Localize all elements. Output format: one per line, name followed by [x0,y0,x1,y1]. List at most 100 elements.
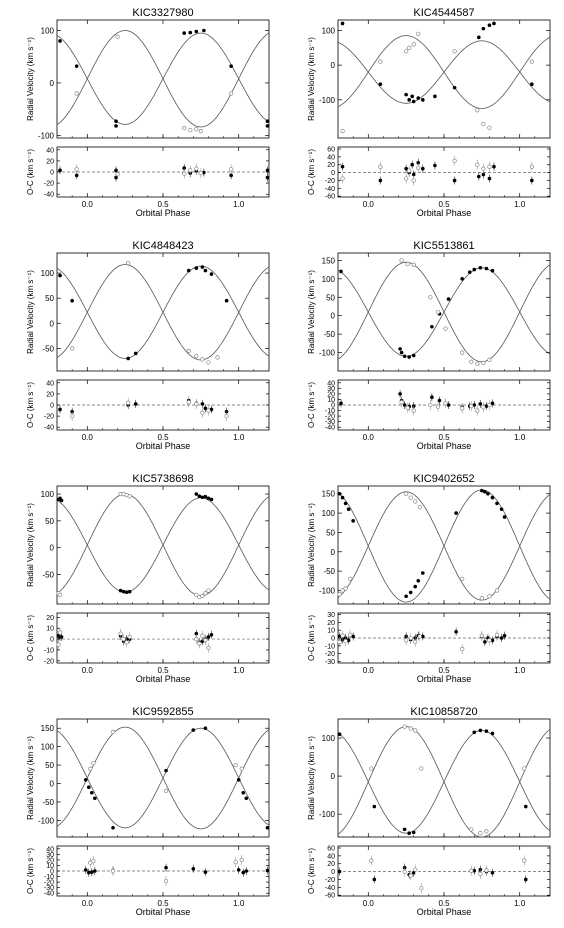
primary-rv-point [346,507,351,512]
primary-oc-point [372,877,377,882]
x-tick-label: 0.0 [363,433,375,442]
primary-rv-point [378,82,383,87]
secondary-rv-point [408,726,413,731]
chart-title: KIC3327980 [132,7,193,19]
secondary-oc-point [408,635,413,641]
secondary-rv-point [419,766,424,771]
chart-title: KIC9592855 [132,706,193,718]
oc-y-tick-label: -20 [325,877,335,884]
secondary-oc-point [198,170,204,176]
x-tick-label: 0.0 [82,433,94,442]
primary-rv-point [446,297,451,301]
oc-y-tick-label: 10 [46,863,54,870]
oc-y-tick-label: -60 [325,194,335,201]
primary-rv-point [480,488,484,493]
secondary-rv-point [469,827,474,832]
primary-oc-point [114,175,118,180]
oc-y-tick-label: 40 [46,846,54,853]
rv-y-tick-label: 50 [45,761,54,770]
primary-oc-point [194,631,199,636]
primary-rv-point [416,96,421,100]
primary-rv-point [484,266,489,271]
secondary-oc-point [163,878,169,884]
oc-y-tick-label: 0 [50,170,54,177]
secondary-rv-point [69,346,75,351]
secondary-model-curve [337,491,551,601]
rv-y-tick-label: 100 [322,26,336,35]
primary-rv-point [236,778,241,782]
secondary-oc-point [399,400,404,405]
primary-rv-point [197,494,202,498]
primary-rv-point [402,354,407,359]
oc-y-tick-label: 0 [331,170,335,177]
secondary-rv-point [206,360,211,365]
secondary-oc-point [413,639,418,645]
x-tick-label: 0.0 [363,899,375,908]
x-tick-label: 0.5 [438,899,450,908]
primary-rv-point [483,490,487,494]
oc-y-tick-label: 20 [327,391,335,398]
primary-oc-point [483,640,487,644]
x-tick-label: 1.0 [233,666,245,675]
x-axis-label: Orbital Phase [417,674,472,684]
secondary-rv-point [215,355,220,360]
oc-y-tick-label: -20 [44,414,54,421]
primary-rv-point [421,98,425,102]
primary-rv-point [523,804,528,809]
secondary-rv-point [522,766,527,771]
chart-panel-0: KIC3327980 0.0 0.5 1.0 -100 0 100 -40 -20 0 20 40 Ra… [26,7,270,218]
secondary-oc-point [233,859,238,865]
primary-rv-point [127,589,132,594]
primary-oc-point [490,870,495,875]
primary-rv-point [118,588,123,593]
primary-rv-point [203,494,208,499]
primary-oc-point [229,173,233,178]
secondary-rv-point [369,766,374,771]
x-tick-label: 0.5 [157,200,169,209]
secondary-rv-point [200,593,205,599]
oc-y-tick-label: -20 [325,414,335,421]
secondary-rv-point [529,59,534,64]
primary-oc-point [93,869,97,873]
primary-oc-point [452,178,457,183]
primary-oc-point [404,166,408,171]
primary-oc-point [209,632,214,637]
rv-y-axis-label: Radial Velocity (km s⁻¹) [307,270,316,354]
primary-oc-point [523,877,528,882]
rv-y-tick-label: -50 [42,798,54,807]
primary-rv-point [399,350,404,355]
secondary-model-curve [337,261,551,363]
primary-rv-point [481,26,486,31]
oc-y-tick-label: 20 [327,861,335,868]
secondary-oc-point [408,873,413,878]
chart-title: KIC4544587 [413,7,474,19]
primary-rv-point [411,99,416,104]
primary-rv-point [194,266,199,270]
primary-rv-point [203,726,208,731]
primary-oc-point [411,172,416,177]
oc-y-tick-label: -40 [44,192,54,199]
primary-rv-point [351,519,355,523]
rv-y-tick-label: 100 [322,275,336,284]
rv-y-tick-label: 100 [322,734,336,743]
primary-oc-point [478,402,483,406]
primary-rv-point [467,270,472,274]
secondary-rv-point [340,128,345,134]
secondary-oc-point [522,858,527,863]
secondary-oc-point [200,633,205,638]
secondary-oc-point [487,164,492,169]
primary-oc-point [340,164,345,169]
secondary-rv-point [494,588,500,593]
secondary-oc-point [405,405,410,410]
secondary-oc-point [484,868,489,873]
secondary-oc-point [340,633,345,638]
primary-oc-point [430,395,434,400]
secondary-oc-point [529,164,534,169]
secondary-oc-point [203,638,208,643]
primary-rv-point [58,273,62,278]
primary-rv-point [58,39,62,43]
primary-rv-point [83,778,88,782]
oc-y-axis-label: O-C (km s⁻¹) [26,615,35,661]
